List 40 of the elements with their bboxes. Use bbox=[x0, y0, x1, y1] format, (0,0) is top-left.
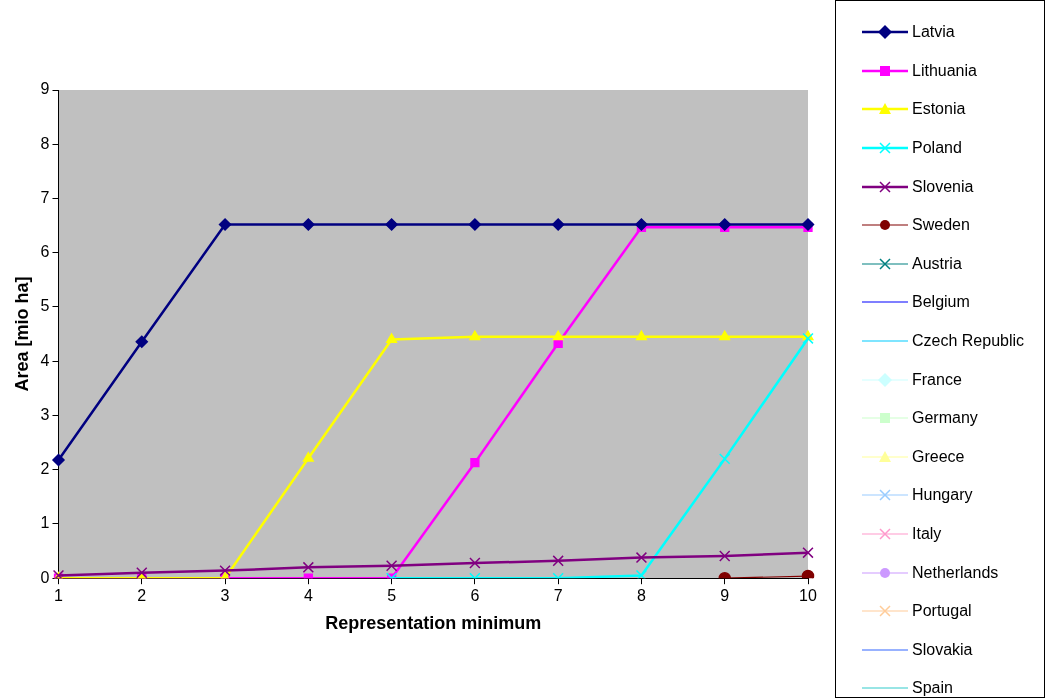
legend-label: Hungary bbox=[912, 486, 973, 505]
y-tick-label: 5 bbox=[40, 297, 50, 315]
legend-label: Latvia bbox=[912, 23, 955, 42]
x-tick-label: 5 bbox=[387, 587, 397, 605]
legend-label: Slovenia bbox=[912, 177, 974, 196]
x-tick-label: 2 bbox=[137, 587, 147, 605]
legend-label: Germany bbox=[912, 409, 978, 428]
x-axis-title: Representation minimum bbox=[325, 613, 542, 634]
y-tick-label: 6 bbox=[40, 243, 50, 261]
y-tick-label: 4 bbox=[40, 351, 50, 369]
legend-label: Italy bbox=[912, 525, 942, 544]
legend-label: France bbox=[912, 370, 962, 389]
legend-label: Lithuania bbox=[912, 61, 977, 80]
y-tick-label: 2 bbox=[40, 460, 50, 478]
legend-label: Belgium bbox=[912, 293, 970, 312]
y-tick-label: 0 bbox=[40, 568, 50, 586]
x-tick-label: 8 bbox=[636, 587, 646, 605]
legend-label: Poland bbox=[912, 139, 962, 158]
y-tick-label: 1 bbox=[40, 514, 50, 532]
legend-label: Greece bbox=[912, 447, 965, 466]
x-tick-label: 7 bbox=[553, 587, 563, 605]
legend-label: Netherlands bbox=[912, 563, 999, 582]
legend-label: Spain bbox=[912, 679, 953, 698]
y-tick-label: 7 bbox=[40, 188, 50, 206]
x-tick-label: 4 bbox=[303, 587, 313, 605]
legend-label: Portugal bbox=[912, 602, 972, 621]
legend-label: Austria bbox=[912, 254, 962, 273]
y-tick-label: 3 bbox=[40, 405, 50, 423]
legend-label: Slovakia bbox=[912, 640, 973, 659]
y-tick-label: 8 bbox=[40, 134, 50, 152]
x-tick-label: 6 bbox=[470, 587, 480, 605]
y-axis-title: Area [mio ha] bbox=[11, 276, 32, 392]
x-tick-label: 10 bbox=[799, 587, 817, 605]
legend-label: Sweden bbox=[912, 216, 970, 235]
legend-label: Czech Republic bbox=[912, 332, 1025, 351]
x-tick-label: 9 bbox=[720, 587, 730, 605]
x-tick-label: 1 bbox=[54, 587, 64, 605]
x-tick-label: 3 bbox=[220, 587, 230, 605]
y-tick-label: 9 bbox=[40, 80, 50, 98]
legend-label: Estonia bbox=[912, 100, 966, 119]
